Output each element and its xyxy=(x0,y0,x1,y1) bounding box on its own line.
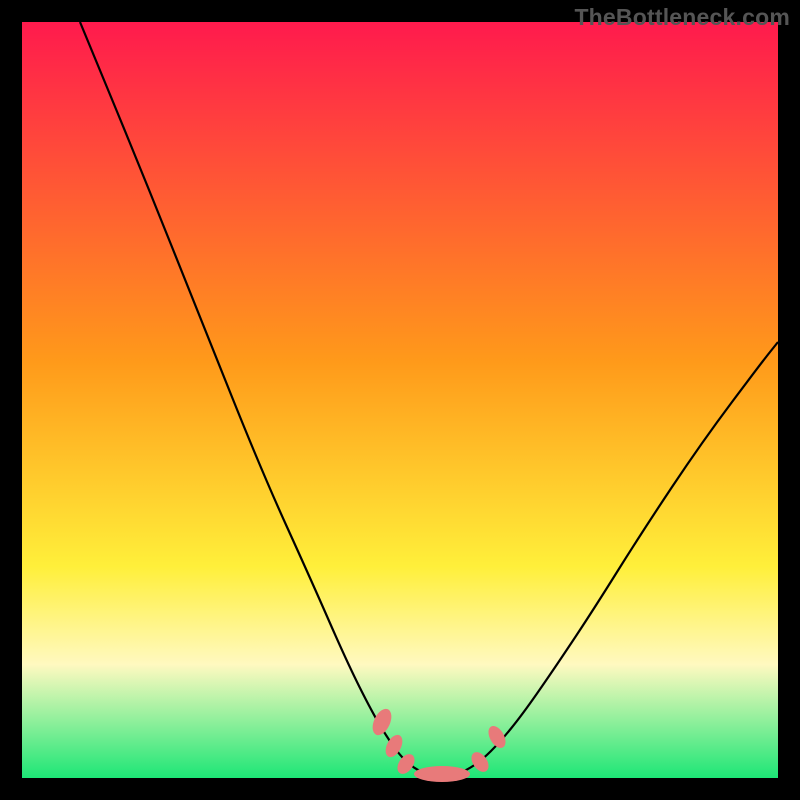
chart-frame: TheBottleneck.com xyxy=(0,0,800,800)
watermark-text: TheBottleneck.com xyxy=(574,4,790,31)
trough-marker xyxy=(414,766,470,782)
trough-marker xyxy=(485,723,509,751)
curves-svg xyxy=(22,22,778,778)
curve-left xyxy=(80,22,442,777)
plot-area xyxy=(22,22,778,778)
curve-right xyxy=(442,342,778,777)
